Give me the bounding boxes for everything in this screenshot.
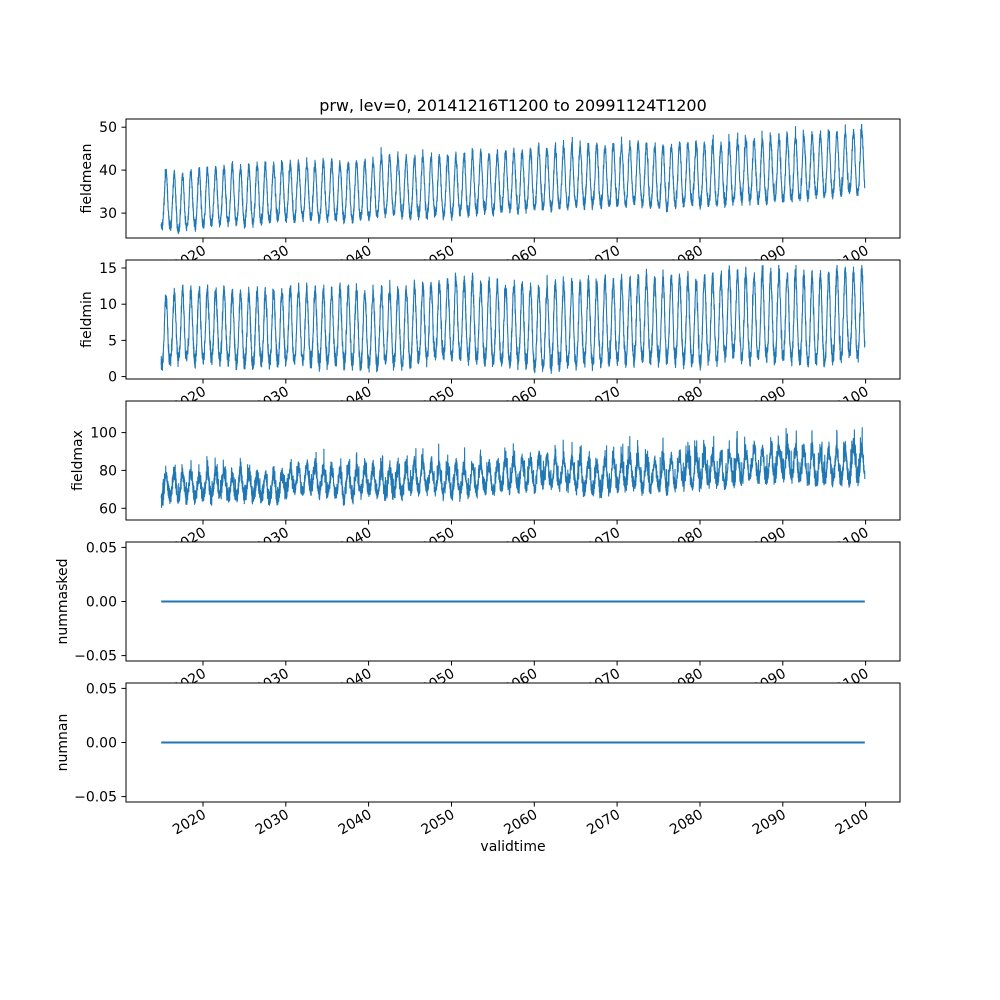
x-tick-label: 2030 <box>253 807 292 839</box>
x-tick-label: 2050 <box>419 807 458 839</box>
y-axis-name: fieldmin <box>79 291 95 348</box>
y-axis-name: fieldmax <box>70 430 86 491</box>
y-tick-label: 5 <box>108 333 117 349</box>
subplot-numnan: −0.05 0.00 0.05 numnan 2020 2030 2040 2050 2060 2… <box>55 681 901 839</box>
x-tick-label: 2040 <box>336 807 375 839</box>
x-tick-label: 2100 <box>833 807 872 839</box>
plot-area <box>125 118 901 239</box>
y-tick-label: 0 <box>108 370 117 386</box>
y-tick-label: 0.00 <box>86 595 117 611</box>
y-tick-label: 100 <box>90 426 117 442</box>
y-tick-label: 80 <box>99 463 117 479</box>
x-tick-label: 2020 <box>170 807 209 839</box>
y-tick-label: −0.05 <box>74 649 117 665</box>
x-tick-label: 2060 <box>501 807 540 839</box>
y-tick-label: 50 <box>99 120 117 136</box>
y-axis-name: nummasked <box>55 558 71 644</box>
series-line <box>160 264 866 374</box>
figure-title: prw, lev=0, 20141216T1200 to 20991124T12… <box>319 96 707 115</box>
series-line <box>160 124 866 234</box>
y-tick-label: 0.05 <box>86 540 117 556</box>
y-tick-label: 0.05 <box>86 681 117 697</box>
y-axis-name: fieldmean <box>79 144 95 214</box>
series-line <box>160 427 866 509</box>
x-tick-label: 2090 <box>750 807 789 839</box>
y-tick-label: 60 <box>99 501 117 517</box>
y-tick-label: −0.05 <box>74 790 117 806</box>
x-tick-label: 2070 <box>584 807 623 839</box>
x-tick-label: 2080 <box>667 807 706 839</box>
x-axis-label: validtime <box>480 839 545 855</box>
y-tick-label: 40 <box>99 163 117 179</box>
y-axis-name: numnan <box>55 714 71 772</box>
y-tick-label: 15 <box>99 261 117 277</box>
y-tick-label: 30 <box>99 206 117 222</box>
y-tick-label: 0.00 <box>86 736 117 752</box>
y-tick-label: 10 <box>99 297 117 313</box>
